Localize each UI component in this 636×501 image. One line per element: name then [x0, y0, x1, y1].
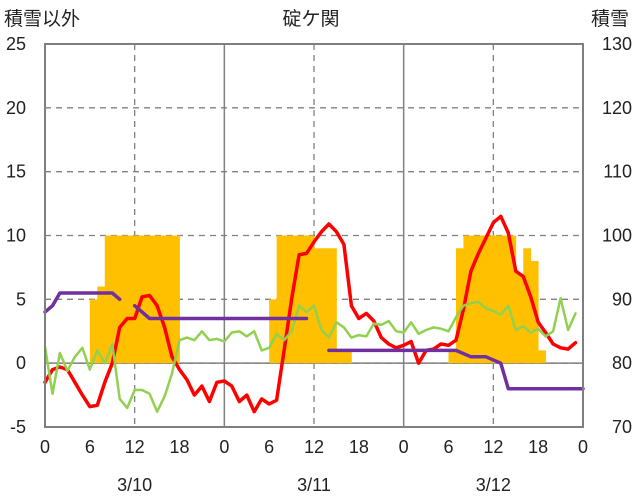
snow-bar	[127, 235, 136, 364]
snow-bar	[164, 235, 173, 364]
snow-bar	[523, 248, 532, 364]
right-tick-label: 100	[602, 226, 632, 246]
snow-bar	[157, 235, 165, 364]
left-tick-label: 20	[6, 98, 26, 118]
snow-bar	[306, 235, 315, 364]
x-tick-label: 18	[528, 437, 548, 457]
x-tick-label: 6	[264, 437, 274, 457]
snow-bar	[328, 248, 337, 364]
right-tick-label: 90	[612, 289, 632, 309]
snow-bar	[455, 248, 464, 364]
snow-bar	[463, 235, 472, 364]
right-tick-label: 120	[602, 98, 632, 118]
chart-title: 碇ケ関	[282, 8, 339, 30]
snow-bar	[134, 235, 143, 364]
series-line-red	[43, 214, 578, 414]
right-tick-label: 80	[612, 353, 632, 373]
series-line-purple	[43, 291, 122, 314]
series-line-green	[43, 296, 577, 413]
snow-bar	[508, 235, 517, 364]
snow-bar	[172, 235, 180, 364]
plot-frame	[44, 43, 584, 428]
x-tick-label: 6	[85, 437, 95, 457]
x-tick-label: 12	[483, 437, 503, 457]
snow-bar	[470, 235, 479, 364]
day-label: 3/11	[297, 475, 331, 495]
left-tick-label: -5	[10, 417, 26, 437]
day-label: 3/12	[476, 475, 511, 495]
snow-bar	[276, 235, 285, 364]
snow-bar	[89, 299, 98, 364]
snow-bar	[478, 235, 487, 364]
snow-bar	[104, 235, 113, 364]
series-line-purple	[132, 303, 309, 321]
x-tick-label: 0	[399, 437, 409, 457]
snow-bar	[336, 350, 345, 364]
x-tick-label: 12	[304, 437, 324, 457]
day-label: 3/10	[117, 475, 152, 495]
snow-bar	[515, 273, 524, 364]
snow-bar	[291, 235, 300, 364]
x-tick-label: 0	[40, 437, 50, 457]
snow-bar	[485, 235, 494, 364]
left-tick-label: 5	[16, 289, 26, 309]
left-tick-label: 10	[6, 226, 26, 246]
x-tick-label: 18	[169, 437, 189, 457]
x-tick-label: 18	[349, 437, 369, 457]
snow-bar	[314, 248, 322, 364]
x-tick-label: 0	[578, 437, 588, 457]
snow-bar	[299, 235, 307, 364]
x-tick-label: 0	[219, 437, 229, 457]
snow-bar	[493, 235, 502, 364]
left-tick-label: 15	[6, 162, 26, 182]
left-tick-label: 0	[16, 353, 26, 373]
snow-bar	[119, 235, 128, 364]
right-tick-label: 70	[612, 417, 632, 437]
left-tick-label: 25	[6, 34, 26, 54]
x-tick-label: 6	[443, 437, 453, 457]
series-line-purple	[327, 348, 585, 391]
x-tick-label: 12	[125, 437, 145, 457]
snow-bar	[112, 235, 121, 364]
snow-bar	[284, 235, 292, 364]
right-axis-label: 積雪	[591, 8, 629, 30]
snow-bar	[97, 286, 106, 364]
snow-bar	[142, 235, 151, 364]
snow-bar	[500, 235, 509, 364]
snow-bar	[321, 248, 330, 364]
snow-bar	[269, 299, 278, 364]
left-axis-label: 積雪以外	[4, 8, 80, 30]
snow-bar	[343, 350, 352, 364]
right-tick-label: 130	[602, 34, 632, 54]
snow-bar	[448, 350, 457, 364]
snow-bar	[538, 350, 547, 364]
right-tick-label: 110	[603, 162, 632, 182]
